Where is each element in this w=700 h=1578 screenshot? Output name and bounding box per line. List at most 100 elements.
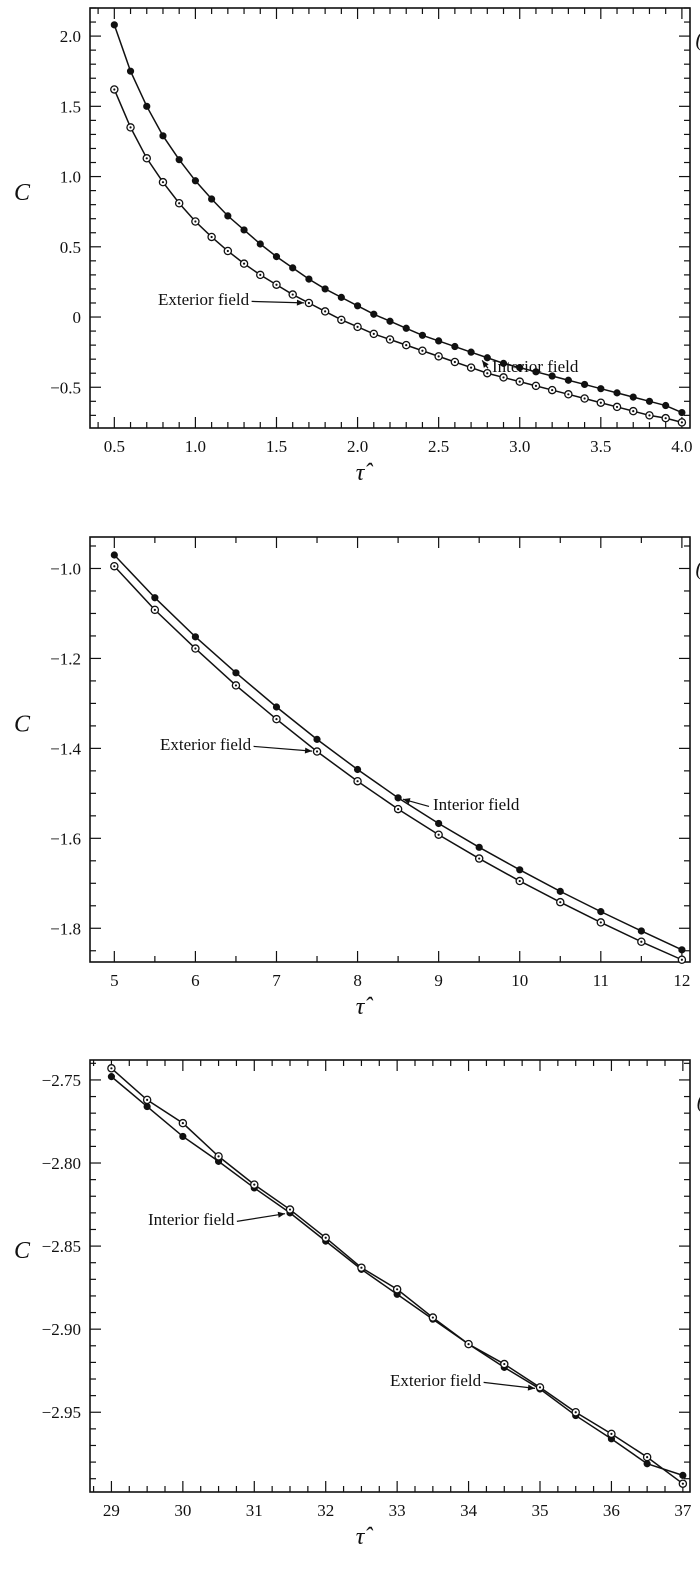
- data-point: [402, 324, 410, 332]
- x-tick-label: 5: [110, 971, 119, 990]
- data-point-center: [153, 608, 156, 611]
- data-point-center: [291, 293, 294, 296]
- y-tick-label: 2.0: [60, 27, 81, 46]
- annotation: Exterior field: [160, 735, 313, 754]
- annotation: Interior field: [481, 357, 579, 376]
- data-point-center: [217, 1155, 220, 1158]
- data-point-center: [145, 157, 148, 160]
- annotation-arrowhead: [304, 747, 313, 754]
- data-point-center: [259, 273, 262, 276]
- x-tick-label: 32: [317, 1501, 334, 1520]
- data-point-center: [599, 921, 602, 924]
- y-tick-label: 1.0: [60, 168, 81, 187]
- data-point-center: [340, 318, 343, 321]
- series-interior-field: [110, 551, 686, 954]
- data-point: [370, 310, 378, 318]
- annotation-text: Interior field: [492, 357, 579, 376]
- data-point: [643, 1460, 651, 1468]
- x-tick-label: 29: [103, 1501, 120, 1520]
- annotation-arrow: [251, 300, 304, 304]
- y-tick-label: −1.0: [50, 559, 81, 578]
- x-tick-label: 30: [174, 1501, 191, 1520]
- y-tick-label: 1.5: [60, 97, 81, 116]
- data-point: [159, 132, 167, 140]
- data-point: [126, 67, 135, 75]
- annotation-arrowhead: [402, 798, 411, 804]
- x-tick-label: 36: [603, 1501, 620, 1520]
- data-point: [451, 342, 459, 351]
- x-tick-label: 8: [353, 971, 362, 990]
- data-point: [629, 393, 637, 401]
- data-point-center: [421, 349, 424, 352]
- panel-label: (a): [696, 27, 700, 51]
- annotation: Exterior field: [390, 1371, 536, 1391]
- series-exterior-field: [110, 85, 687, 427]
- x-tick-label: 1.0: [185, 437, 206, 456]
- data-point-center: [113, 88, 116, 91]
- data-point: [597, 908, 605, 916]
- data-point: [386, 317, 394, 325]
- data-point-center: [315, 750, 319, 753]
- data-point: [175, 156, 183, 164]
- x-tick-label: 6: [191, 971, 200, 990]
- data-point-center: [567, 393, 570, 396]
- plot-frame: [89, 1059, 691, 1493]
- data-point: [645, 397, 654, 405]
- y-tick-label: −0.5: [50, 378, 81, 397]
- series-interior-field: [110, 21, 686, 417]
- data-point: [394, 794, 402, 802]
- data-point: [208, 195, 216, 203]
- tick-marks: [90, 7, 690, 428]
- data-point-center: [275, 283, 278, 286]
- data-point: [637, 927, 645, 935]
- data-point-center: [680, 421, 683, 424]
- x-tick-label: 1.5: [266, 437, 287, 456]
- x-axis-title: τ̂: [356, 460, 374, 486]
- y-tick-label: 0.5: [60, 238, 81, 257]
- data-point: [418, 331, 427, 339]
- data-point-center: [234, 684, 238, 687]
- data-point-center: [161, 181, 165, 184]
- data-point: [240, 226, 248, 234]
- data-point: [613, 389, 621, 397]
- annotation-arrowhead: [277, 1211, 286, 1218]
- chart-panel-1: 0.5 1.0 1.5 2.0 2.5 3.0 3.5 4.0 −0.5 0 0.5 1.0 1.5 2.…: [14, 7, 700, 486]
- data-point-center: [178, 202, 181, 205]
- data-point: [483, 354, 491, 362]
- tick-marks: [90, 1060, 690, 1492]
- data-point-center: [356, 780, 359, 783]
- data-point: [516, 363, 524, 372]
- annotation-text: Interior field: [433, 795, 520, 814]
- x-tick-label: 33: [389, 1501, 406, 1520]
- data-point-center: [324, 1236, 327, 1239]
- series-line: [110, 1067, 684, 1485]
- y-tick-label: −1.6: [50, 829, 81, 848]
- data-point-center: [503, 1362, 506, 1366]
- data-point-center: [478, 857, 481, 860]
- data-point-center: [583, 397, 586, 400]
- x-tick-label: 3.0: [509, 437, 530, 456]
- data-point: [353, 302, 362, 310]
- data-point: [256, 240, 264, 248]
- data-point: [662, 401, 670, 410]
- data-point-center: [242, 262, 246, 265]
- data-point-center: [431, 1316, 434, 1319]
- annotation-arrow: [236, 1213, 286, 1222]
- data-point: [467, 348, 475, 356]
- x-tick-label: 2.0: [347, 437, 368, 456]
- data-point: [151, 594, 159, 602]
- x-tick-label: 10: [511, 971, 528, 990]
- data-point-center: [356, 325, 359, 328]
- y-tick-label: −1.8: [50, 919, 81, 938]
- data-point-center: [360, 1266, 363, 1269]
- data-point-center: [288, 1208, 292, 1211]
- annotation-arrowhead: [296, 299, 304, 306]
- data-point: [110, 551, 118, 559]
- data-point-center: [486, 372, 489, 375]
- data-point-center: [194, 220, 197, 223]
- y-tick-label: −2.75: [42, 1071, 81, 1090]
- x-tick-label: 7: [272, 971, 281, 990]
- y-axis-title: C: [14, 1238, 31, 1264]
- data-point: [516, 866, 524, 874]
- annotation-text: Interior field: [148, 1210, 235, 1229]
